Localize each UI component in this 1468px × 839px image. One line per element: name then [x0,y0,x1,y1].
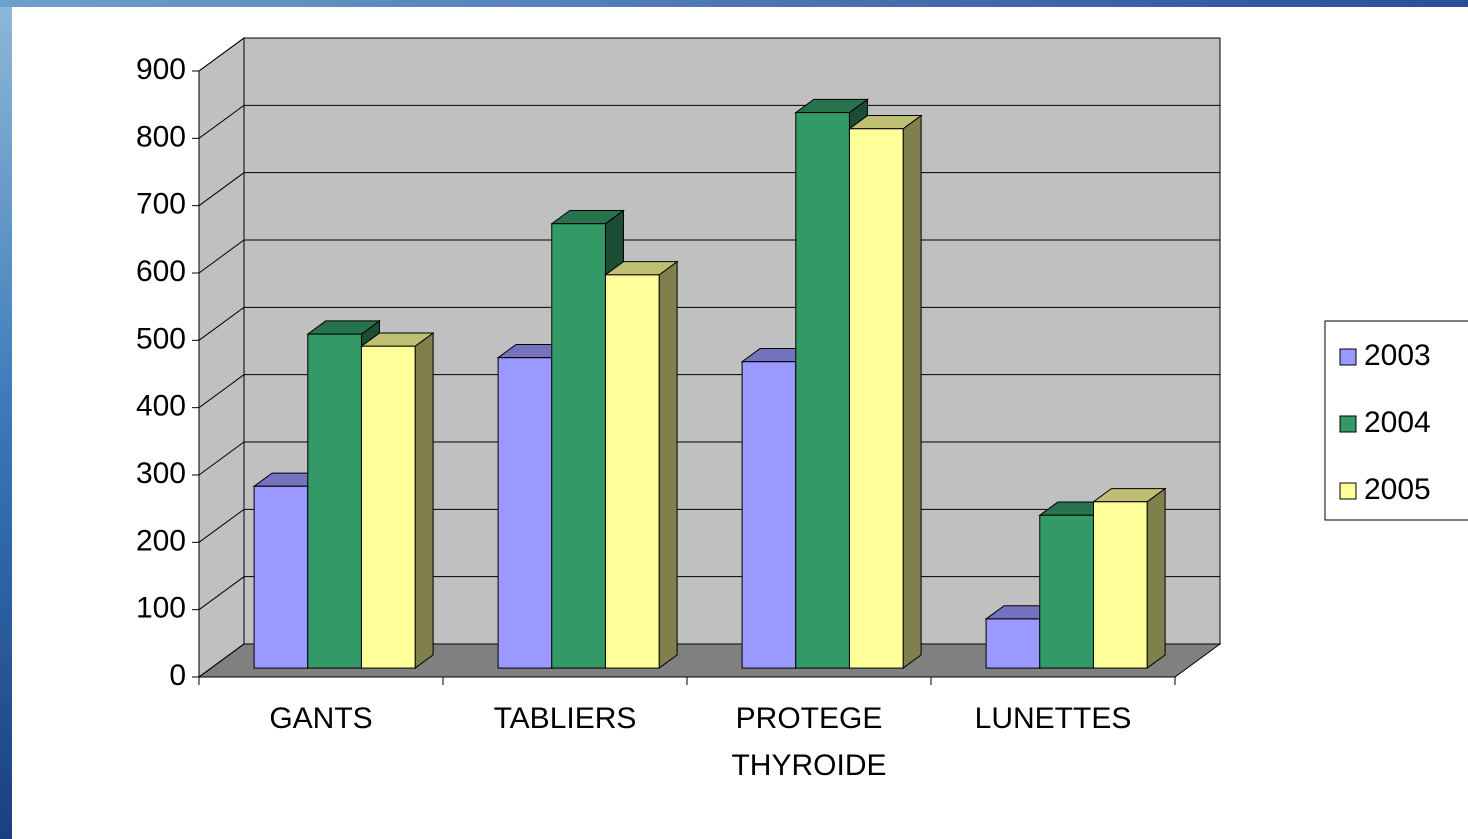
x-tick-label: PROTEGE THYROIDE [731,702,886,782]
grid-line [198,104,1220,139]
y-tick-label: 200 [136,524,186,557]
bar [551,223,606,669]
background-strip [0,0,12,839]
y-tick-label: 0 [169,659,186,692]
legend-label: 2005 [1364,473,1431,506]
legend-swatch [1339,415,1357,433]
bar-side [658,260,678,670]
grid-line [198,37,1220,72]
bar [497,357,553,669]
bar [848,128,904,669]
y-tick-label: 700 [136,188,186,221]
bar-side [414,332,434,670]
y-tick-label: 400 [136,390,186,423]
legend-swatch [1339,348,1357,366]
bar [1092,501,1148,669]
x-tick-label-line: THYROIDE [731,749,886,782]
bar [360,345,416,669]
bar [253,485,309,669]
legend-swatch [1339,482,1357,500]
y-tick-label: 800 [136,120,186,153]
bar [741,361,797,669]
x-tick-label-line: TABLIERS [494,702,637,735]
bar [985,618,1041,669]
x-tick-label-line: LUNETTES [975,702,1132,735]
legend-label: 2003 [1364,339,1431,372]
x-tick-label: LUNETTES [975,702,1132,735]
x-tick-label: TABLIERS [494,702,637,735]
x-tick-label: GANTS [269,702,372,735]
x-tick-label-line: PROTEGE [736,702,883,735]
y-tick-label: 300 [136,457,186,490]
bar [795,112,850,669]
legend-label: 2004 [1364,406,1431,439]
bar [604,274,660,669]
y-tick-label: 900 [136,53,186,86]
bar [1039,514,1094,669]
background-strip [0,0,1468,7]
y-tick-label: 500 [136,322,186,355]
bar [307,333,362,669]
bar-side [902,114,922,670]
x-tick-label-line: GANTS [269,702,372,735]
y-tick-label: 600 [136,255,186,288]
y-tick-label: 100 [136,592,186,625]
bar-side [1146,487,1166,670]
